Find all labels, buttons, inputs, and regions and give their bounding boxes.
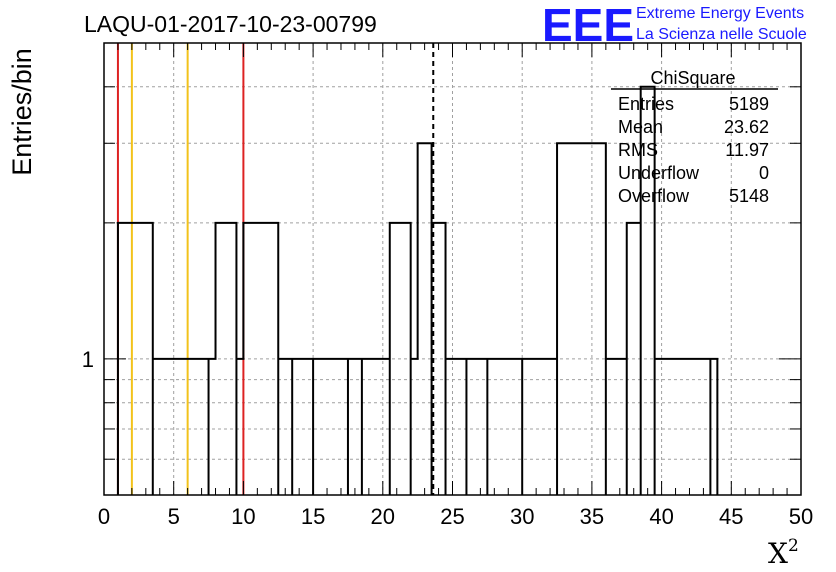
logo-line2: La Scienza nelle Scuole: [636, 26, 807, 43]
x-tick-label: 5: [168, 504, 180, 529]
chart-title: LAQU-01-2017-10-23-00799: [84, 11, 377, 37]
stats-value: 23.62: [724, 117, 769, 137]
logo-line1: Extreme Energy Events: [636, 5, 804, 22]
x-tick-label: 10: [231, 504, 255, 529]
stats-box: ChiSquare Entries 5189 Mean 23.62 RMS 11.97 Un…: [611, 68, 778, 206]
x-tick-labels: 0 5 10 15 20 25 30 35 40 45 50: [98, 504, 813, 529]
x-tick-label: 30: [510, 504, 534, 529]
x-tick-label: 50: [789, 504, 813, 529]
logo-mark: EEE: [542, 0, 634, 51]
stats-label: RMS: [618, 140, 658, 160]
y-axis-label: Entries/bin: [7, 48, 37, 176]
x-tick-label: 15: [301, 504, 325, 529]
stats-value: 11.97: [725, 140, 769, 160]
y-tick-label: 1: [82, 347, 94, 372]
x-axis-label-sup: 2: [788, 536, 799, 556]
x-axis-label: X2: [768, 536, 799, 570]
stats-value: 5189: [729, 94, 769, 114]
stats-value: 0: [759, 163, 769, 183]
marker-lines: [116, 43, 435, 495]
stats-rows: Entries 5189 Mean 23.62 RMS 11.97 Underflow 0 Ov…: [618, 94, 769, 206]
eee-logo: EEE Extreme Energy Events La Scienza nel…: [542, 0, 807, 51]
x-tick-label: 0: [98, 504, 110, 529]
x-tick-label: 20: [371, 504, 395, 529]
stats-label: Underflow: [618, 163, 700, 183]
x-tick-label: 25: [440, 504, 464, 529]
stats-label: Overflow: [618, 186, 690, 206]
y-tick-labels: 1: [82, 347, 94, 372]
stats-title: ChiSquare: [650, 68, 735, 88]
stats-label: Entries: [618, 94, 674, 114]
x-tick-label: 40: [649, 504, 673, 529]
histogram-outline: [116, 85, 719, 495]
stats-value: 5148: [729, 186, 769, 206]
x-tick-label: 45: [719, 504, 743, 529]
stats-label: Mean: [618, 117, 663, 137]
x-axis-label-main: X: [768, 537, 788, 570]
x-tick-label: 35: [580, 504, 604, 529]
axis-ticks: [103, 42, 802, 495]
